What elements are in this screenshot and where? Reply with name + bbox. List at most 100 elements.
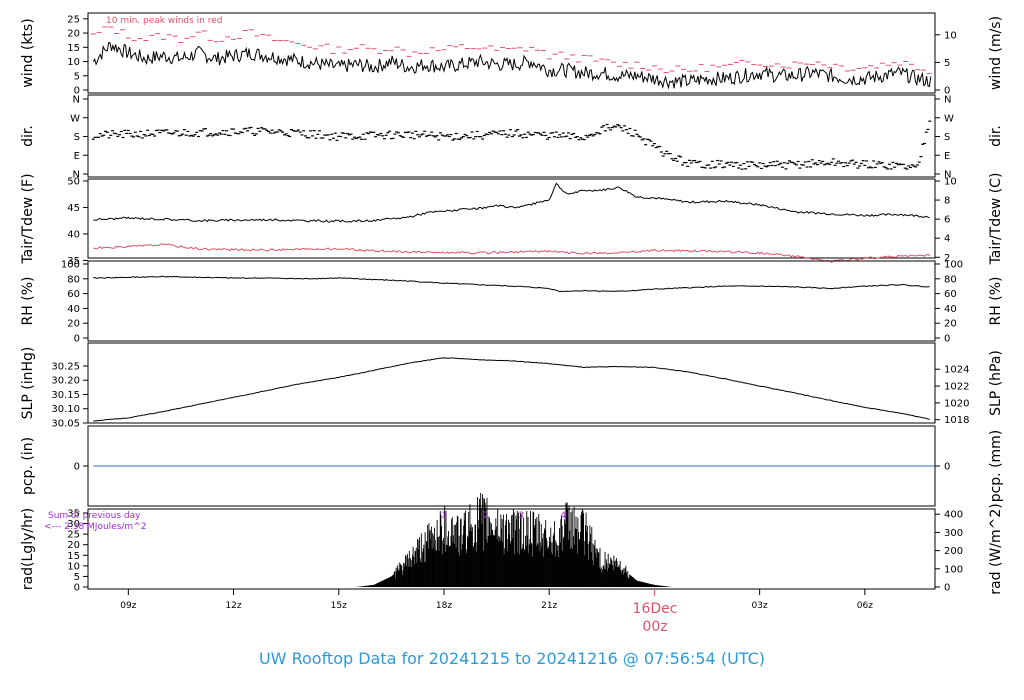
chart-title: UW Rooftop Data for 20241215 to 20241216…	[259, 649, 765, 668]
right-axis-title: dir.	[988, 125, 1004, 147]
x-tick-label: 03z	[752, 601, 768, 611]
right-tick-label: 300	[944, 528, 963, 539]
left-tick-label: 0	[74, 86, 80, 97]
right-tick-label: E	[944, 151, 950, 162]
panel-frame	[87, 178, 936, 259]
radiation-hour-marker: 2	[483, 511, 489, 521]
x-tick-label: 06z	[857, 601, 873, 611]
radiation-hour-marker: 1	[441, 511, 447, 521]
right-tick-label: 6	[944, 215, 950, 226]
left-axis-title: rad(Lgly/hr)	[20, 508, 36, 590]
panel-slp: 30.05 30.10 30.15 30.20 30.25 1018 1020 1022 102…	[20, 342, 1004, 430]
left-axis-title: dir.	[20, 125, 36, 147]
left-axis-title: pcp. (in)	[20, 437, 36, 495]
tair-series	[93, 182, 930, 223]
left-tick-label: E	[74, 151, 80, 162]
right-tick-label: 8	[944, 196, 950, 207]
left-tick-label: 30.10	[51, 404, 80, 415]
right-tick-label: 0	[944, 334, 950, 345]
right-tick-label: 400	[944, 510, 963, 521]
left-tick-label: 80	[67, 274, 80, 285]
tdew-series	[93, 243, 931, 263]
panel-frame	[87, 508, 936, 590]
right-tick-label: 1022	[944, 382, 969, 393]
right-tick-label: 10	[944, 177, 957, 188]
right-axis-title: SLP (hPa)	[988, 350, 1004, 416]
panel-wind: 0 5 10 15 20 25 0 5 10 wind (kts) wind (m/s) 10 min…	[20, 12, 1004, 97]
right-tick-label: 1024	[944, 365, 969, 376]
left-tick-label: 30.20	[51, 376, 80, 387]
right-tick-label: 60	[944, 289, 957, 300]
right-axis-title: pcp. (mm)	[988, 430, 1004, 503]
x-tick-label: 15z	[331, 601, 347, 611]
left-axis-title: SLP (inHg)	[20, 347, 36, 420]
slp-series	[93, 357, 930, 422]
right-tick-label: 1020	[944, 398, 969, 409]
wind-annotation: 10 min. peak winds in red	[106, 16, 223, 26]
left-tick-label: 20	[67, 319, 80, 330]
left-tick-label: S	[74, 132, 80, 143]
left-tick-label: W	[70, 113, 80, 124]
rh-series	[93, 275, 930, 293]
x-tick-label: 21z	[541, 601, 557, 611]
x-tick-label: 18z	[436, 601, 452, 611]
left-tick-label: N	[73, 95, 80, 106]
left-tick-label: 15	[67, 551, 80, 562]
right-tick-label: 20	[944, 319, 957, 330]
left-tick-label: 25	[67, 14, 80, 25]
right-tick-label: 0	[944, 583, 950, 594]
right-tick-label: 4	[944, 234, 950, 245]
left-axis-title: RH (%)	[20, 277, 36, 326]
x-tick-label: 09z	[120, 601, 136, 611]
left-tick-label: 50	[67, 177, 80, 188]
panel-rh: 0 20 40 60 80 100 0 20 40 60 80 100 RH (%) RH (%)	[20, 260, 1004, 345]
left-tick-label: 0	[74, 334, 80, 345]
right-tick-label: 5	[944, 58, 950, 69]
left-tick-label: 5	[74, 572, 80, 583]
right-tick-label: W	[944, 113, 954, 124]
left-tick-label: N	[73, 170, 80, 181]
left-tick-label: 40	[67, 304, 80, 315]
left-tick-label: 25	[67, 530, 80, 541]
left-tick-label: 5	[74, 71, 80, 82]
left-tick-label: 0	[74, 462, 80, 473]
left-tick-label: 45	[67, 203, 80, 214]
x-axis: 09z 12z 15z 18z 21z 03z 06z	[120, 589, 873, 611]
right-tick-label: 80	[944, 274, 957, 285]
right-tick-label: 200	[944, 546, 963, 557]
panel-pcp: 0 0 pcp. (in) pcp. (mm)	[20, 425, 1004, 507]
left-tick-label: 60	[67, 289, 80, 300]
radiation-annotation: Sum of previous day	[48, 511, 141, 521]
left-tick-label: 30.05	[51, 419, 80, 430]
right-tick-label: S	[944, 132, 950, 143]
right-axis-title: Tair/Tdew (C)	[988, 173, 1004, 266]
left-tick-label: 30.15	[51, 390, 80, 401]
right-tick-label: 100	[944, 260, 963, 271]
left-tick-label: 40	[67, 229, 80, 240]
left-tick-label: 10	[67, 57, 80, 68]
left-tick-label: 10	[67, 561, 80, 572]
right-tick-label: 0	[944, 86, 950, 97]
left-tick-label: 30	[67, 519, 80, 530]
right-tick-label: 0	[944, 462, 950, 473]
left-tick-label: 30.25	[51, 361, 80, 372]
right-tick-label: 1018	[944, 415, 969, 426]
x-tick-label: 12z	[225, 601, 241, 611]
left-axis-title: Tair/Tdew (F)	[20, 173, 36, 264]
right-tick-label: N	[944, 95, 951, 106]
left-tick-label: 15	[67, 43, 80, 54]
left-tick-label: 100	[61, 260, 80, 271]
right-tick-label: 40	[944, 304, 957, 315]
left-tick-label: 0	[74, 583, 80, 594]
day-time-label: 00z	[642, 619, 667, 635]
right-axis-title: wind (m/s)	[988, 16, 1004, 90]
right-tick-label: 100	[944, 564, 963, 575]
panel-frame	[87, 260, 936, 342]
radiation-hour-marker: 3	[518, 511, 524, 521]
right-tick-label: 2	[944, 253, 950, 264]
day-date-label: 16Dec	[633, 601, 678, 617]
right-tick-label: 10	[944, 30, 957, 41]
wind-series	[92, 41, 932, 90]
